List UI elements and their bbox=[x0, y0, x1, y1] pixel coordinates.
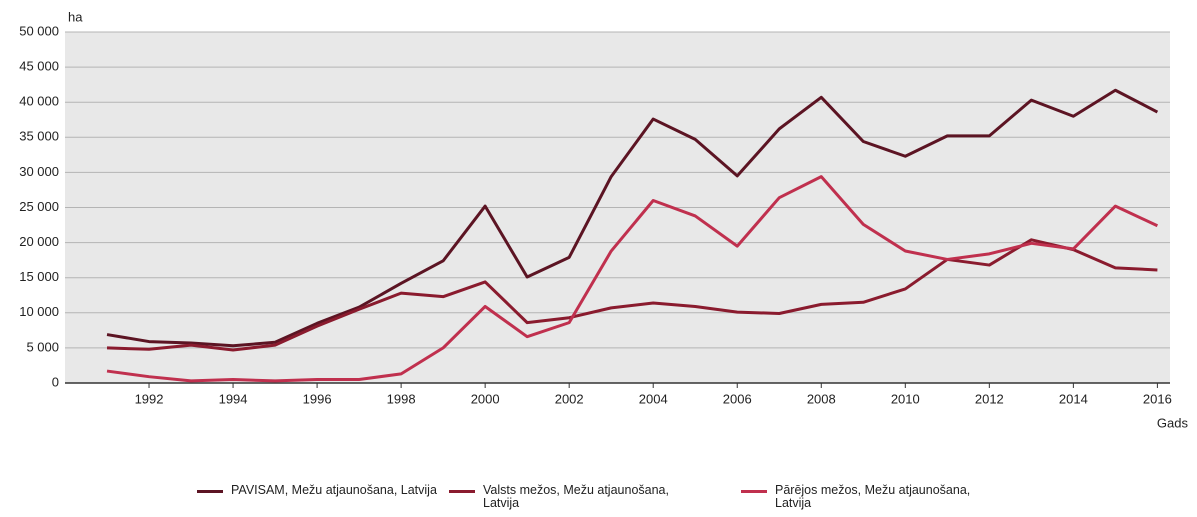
y-tick-label: 20 000 bbox=[19, 234, 59, 249]
y-tick-label: 30 000 bbox=[19, 164, 59, 179]
legend-label: Valsts mežos, Mežu atjaunošana, Latvija bbox=[483, 483, 669, 510]
y-tick-label: 40 000 bbox=[19, 94, 59, 109]
x-tick-label: 1998 bbox=[387, 391, 416, 406]
y-tick-label: 50 000 bbox=[19, 23, 59, 38]
legend-item: Pārējos mežos, Mežu atjaunošana, Latvija bbox=[741, 484, 990, 510]
y-tick-label: 0 bbox=[52, 374, 59, 389]
x-tick-label: 1994 bbox=[219, 391, 248, 406]
x-tick-label: 2008 bbox=[807, 391, 836, 406]
legend-label: Pārējos mežos, Mežu atjaunošana, Latvija bbox=[775, 483, 971, 510]
y-axis-label: ha bbox=[68, 9, 83, 24]
y-tick-label: 15 000 bbox=[19, 269, 59, 284]
x-tick-label: 2000 bbox=[471, 391, 500, 406]
y-tick-label: 35 000 bbox=[19, 129, 59, 144]
series-line bbox=[106, 88, 1159, 348]
legend-item: Valsts mežos, Mežu atjaunošana, Latvija bbox=[449, 484, 698, 510]
x-axis-label: Gads bbox=[1157, 415, 1189, 430]
series-line bbox=[106, 238, 1158, 352]
y-tick-label: 10 000 bbox=[19, 304, 59, 319]
x-tick-label: 1992 bbox=[135, 391, 164, 406]
legend-swatch bbox=[741, 490, 767, 493]
x-tick-label: 2004 bbox=[639, 391, 668, 406]
legend-item: PAVISAM, Mežu atjaunošana, Latvija bbox=[197, 484, 446, 497]
y-tick-label: 5 000 bbox=[26, 339, 59, 354]
legend-swatch bbox=[197, 490, 223, 493]
x-tick-label: 2016 bbox=[1143, 391, 1172, 406]
y-tick-label: 25 000 bbox=[19, 199, 59, 214]
x-tick-label: 2006 bbox=[723, 391, 752, 406]
x-tick-label: 2002 bbox=[555, 391, 584, 406]
x-tick-label: 2010 bbox=[891, 391, 920, 406]
x-tick-label: 2014 bbox=[1059, 391, 1088, 406]
series-line bbox=[106, 175, 1159, 383]
x-tick-label: 2012 bbox=[975, 391, 1004, 406]
x-tick-label: 1996 bbox=[303, 391, 332, 406]
legend-swatch bbox=[449, 490, 475, 493]
legend-label: PAVISAM, Mežu atjaunošana, Latvija bbox=[231, 483, 437, 497]
y-tick-label: 45 000 bbox=[19, 59, 59, 74]
